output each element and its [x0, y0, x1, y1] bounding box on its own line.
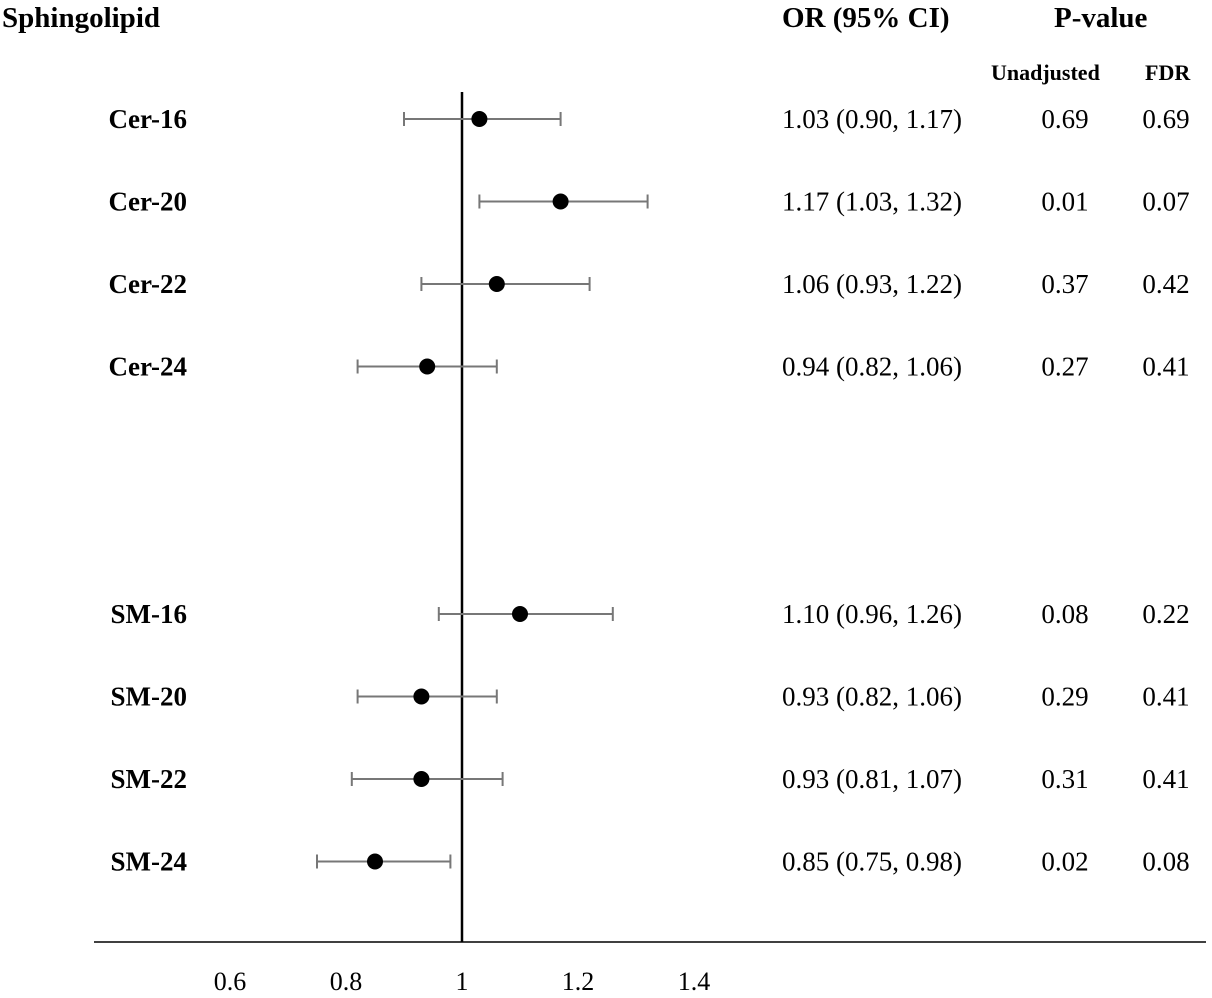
p-value-header: P-value	[1054, 2, 1148, 34]
row-label: SM-24	[111, 847, 188, 877]
p-fdr-value: 0.08	[1142, 847, 1189, 877]
row-label: Cer-16	[109, 104, 187, 134]
p-fdr-value: 0.22	[1142, 599, 1189, 629]
point-estimate	[413, 771, 430, 787]
point-estimate	[367, 853, 383, 870]
p-fdr-value: 0.41	[1142, 352, 1189, 382]
or-ci-value: 1.10 (0.96, 1.26)	[782, 599, 962, 629]
x-tick-label: 1	[456, 967, 469, 996]
p-fdr-value: 0.41	[1142, 682, 1189, 712]
p-fdr-value: 0.69	[1142, 104, 1189, 134]
row-label: Cer-20	[109, 187, 187, 217]
point-estimate	[419, 358, 436, 375]
point-estimate	[512, 606, 528, 622]
point-estimate	[413, 688, 430, 705]
p-unadjusted-value: 0.29	[1041, 682, 1088, 712]
row-label: Cer-22	[109, 269, 187, 299]
x-tick-label: 0.8	[330, 967, 363, 996]
fdr-header: FDR	[1145, 60, 1191, 85]
x-tick-label: 0.6	[214, 967, 247, 996]
or-ci-value: 0.93 (0.82, 1.06)	[782, 682, 962, 712]
or-ci-value: 1.06 (0.93, 1.22)	[782, 269, 962, 299]
or-ci-value: 0.85 (0.75, 0.98)	[782, 847, 962, 877]
p-unadjusted-value: 0.02	[1041, 847, 1088, 877]
point-estimate	[488, 276, 505, 292]
unadjusted-header: Unadjusted	[991, 60, 1100, 85]
or-ci-header: OR (95% CI)	[782, 2, 950, 34]
p-unadjusted-value: 0.01	[1041, 187, 1088, 217]
or-ci-value: 0.93 (0.81, 1.07)	[782, 764, 962, 794]
x-tick-label: 1.4	[678, 967, 711, 996]
row-label: SM-22	[111, 764, 188, 794]
or-ci-value: 1.17 (1.03, 1.32)	[782, 187, 962, 217]
row-label: SM-20	[111, 682, 188, 712]
p-fdr-value: 0.42	[1142, 269, 1189, 299]
sphingolipid-header: Sphingolipid	[2, 2, 160, 34]
row-label: Cer-24	[109, 352, 187, 382]
point-estimate	[471, 111, 488, 127]
or-ci-value: 0.94 (0.82, 1.06)	[782, 352, 962, 382]
p-fdr-value: 0.07	[1142, 187, 1189, 217]
p-fdr-value: 0.41	[1142, 764, 1189, 794]
point-estimate	[552, 193, 569, 210]
p-unadjusted-value: 0.37	[1041, 269, 1088, 299]
or-ci-value: 1.03 (0.90, 1.17)	[782, 104, 962, 134]
p-unadjusted-value: 0.08	[1041, 599, 1088, 629]
p-unadjusted-value: 0.69	[1041, 104, 1088, 134]
row-label: SM-16	[111, 599, 188, 629]
p-unadjusted-value: 0.31	[1041, 764, 1088, 794]
p-unadjusted-value: 0.27	[1041, 352, 1088, 382]
x-tick-label: 1.2	[562, 967, 595, 996]
